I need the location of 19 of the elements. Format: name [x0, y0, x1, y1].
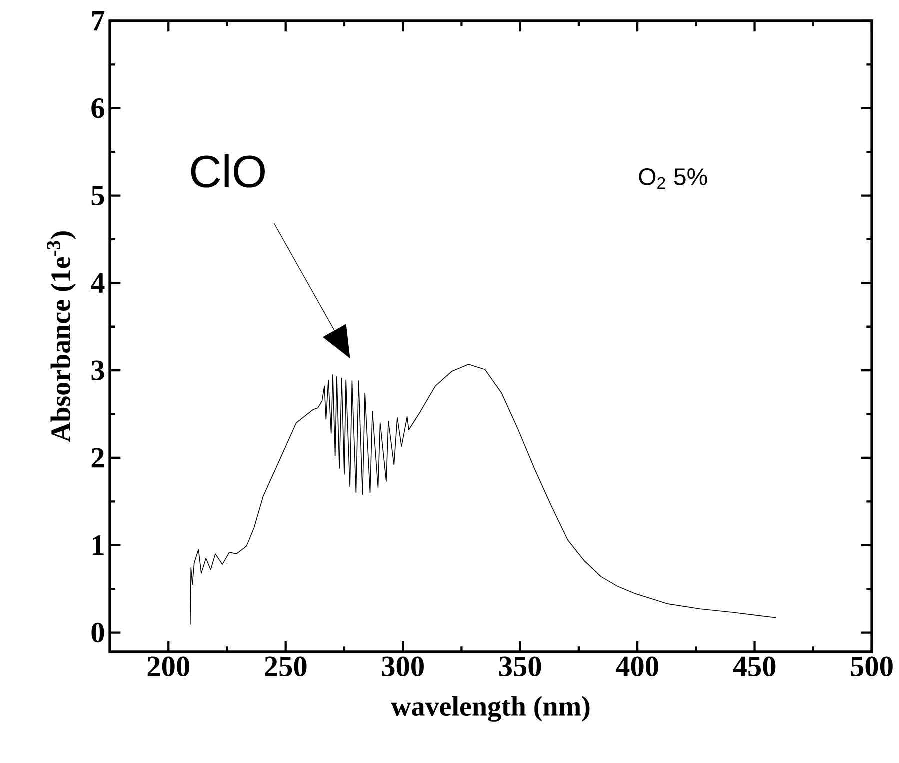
y-tick-label: 5	[92, 186, 104, 206]
annotation: ClO	[191, 154, 265, 188]
x-tick-label: 450	[733, 656, 776, 676]
x-tick-label: 300	[382, 656, 424, 676]
y-tick-label: 6	[92, 98, 104, 118]
y-axis-title: Absorbance (1e$^{-3}$)	[47, 232, 76, 442]
x-tick-label: 200	[148, 656, 190, 676]
x-tick-label: 350	[499, 656, 542, 676]
y-tick-label: 1	[92, 536, 104, 556]
x-tick-label: 250	[265, 656, 307, 676]
y-tick-label: 0	[92, 622, 104, 643]
y-tick-label: 4	[91, 274, 105, 293]
x-tick-label: 400	[616, 656, 658, 676]
y-tick-label: 3	[92, 360, 104, 380]
annotation: O$_{2}$ 5%	[639, 168, 708, 190]
x-axis-title: wavelength (nm)	[391, 696, 590, 722]
y-tick-label: 2	[92, 448, 104, 468]
x-tick-label: 500	[851, 656, 893, 676]
y-tick-label: 7	[92, 11, 105, 31]
